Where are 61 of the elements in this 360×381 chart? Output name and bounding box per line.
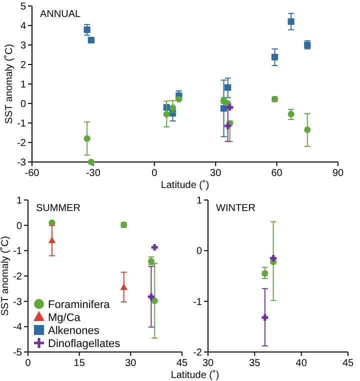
point (120, 283, 128, 290)
x-tick-label: 60 (271, 168, 283, 179)
x-tick-label: 90 (332, 168, 344, 179)
point (84, 26, 90, 34)
y-tick-label: 0 (16, 220, 22, 232)
point (223, 121, 232, 131)
legend-label: Dinoflagellates (48, 338, 121, 350)
y-tick-label: -2 (17, 138, 26, 149)
y-tick-label: 0 (20, 99, 26, 110)
chart-title: SUMMER (36, 203, 80, 214)
point (84, 135, 90, 142)
x-tick-label: 35 (249, 358, 261, 369)
y-tick-label: -1 (193, 296, 202, 308)
y-tick-label: 1 (16, 196, 22, 206)
y-axis-title: SST anomaly (˚C) (3, 44, 15, 124)
x-tick-label: 45 (342, 358, 354, 369)
point (304, 126, 311, 134)
x-axis-title: Latitude (˚) (170, 369, 220, 381)
x-tick-label: 30 (125, 358, 137, 369)
y-tick-label: -3 (13, 296, 22, 308)
point (151, 298, 158, 304)
point (176, 96, 182, 103)
chart-title: ANNUAL (40, 9, 82, 20)
y-tick-label: 4 (20, 21, 26, 32)
y-tick-label: -4 (13, 322, 22, 334)
x-tick-label: -60 (24, 168, 40, 179)
x-tick-label: 30 (210, 168, 222, 179)
point (260, 312, 270, 322)
y-tick-label: 1 (20, 80, 26, 90)
x-tick-label: 40 (296, 358, 308, 369)
point (271, 54, 278, 60)
x-axis-title: Latitude (˚) (160, 179, 210, 191)
x-tick-label: 15 (74, 358, 86, 369)
y-tick-label: 0 (196, 246, 202, 258)
legend-label: Mg/Ca (48, 312, 82, 324)
y-tick-label: -1 (13, 246, 22, 258)
y-tick-label: 1 (196, 196, 202, 206)
point (262, 270, 268, 277)
y-tick-label: -3 (17, 158, 26, 168)
x-tick-label: 0 (152, 168, 158, 179)
y-tick-label: 5 (20, 2, 26, 12)
y-tick-label: -2 (13, 272, 22, 282)
y-tick-label: -1 (17, 118, 26, 130)
point (163, 110, 170, 118)
y-tick-label: 3 (20, 40, 26, 52)
y-tick-label: 2 (20, 60, 26, 71)
y-tick-label: -2 (193, 348, 202, 358)
legend-label: Alkenones (48, 325, 100, 337)
chart-title: WINTER (216, 203, 256, 214)
point (88, 158, 94, 166)
point (88, 36, 94, 44)
x-tick-label: -30 (86, 168, 101, 179)
legend-label: Foraminifera (48, 299, 111, 311)
point (288, 18, 294, 25)
x-tick-label: 45 (176, 358, 188, 369)
point (224, 84, 232, 91)
point (169, 104, 176, 112)
y-tick-label: -5 (13, 348, 22, 358)
y-axis-title: SST anomaly (˚C) (0, 236, 11, 316)
x-tick-label: 30 (202, 358, 214, 369)
point (48, 236, 56, 244)
